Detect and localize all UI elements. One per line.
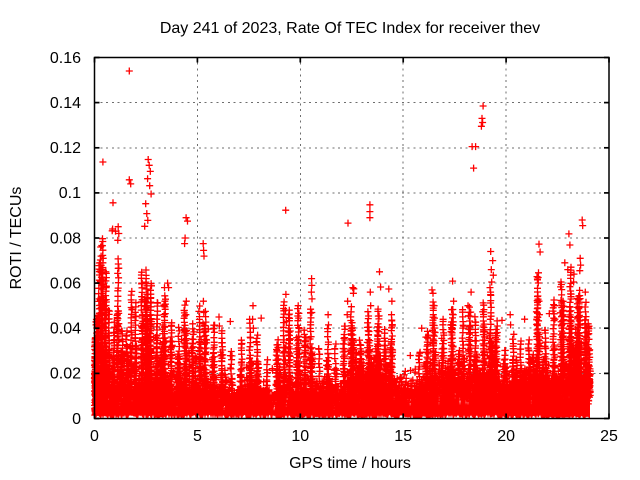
svg-text:0.12: 0.12: [50, 140, 81, 157]
svg-text:0.1: 0.1: [59, 185, 81, 202]
svg-text:5: 5: [193, 428, 202, 445]
svg-text:0.14: 0.14: [50, 95, 81, 112]
svg-text:0.06: 0.06: [50, 275, 81, 292]
svg-text:0: 0: [72, 411, 81, 428]
svg-text:15: 15: [394, 428, 412, 445]
svg-text:0.04: 0.04: [50, 321, 81, 338]
svg-text:0.02: 0.02: [50, 366, 81, 383]
svg-text:GPS time / hours: GPS time / hours: [289, 455, 411, 472]
svg-text:10: 10: [291, 428, 309, 445]
svg-text:0.08: 0.08: [50, 230, 81, 247]
svg-text:0: 0: [90, 428, 99, 445]
svg-text:0.16: 0.16: [50, 50, 81, 67]
svg-text:Day 241 of 2023, Rate Of TEC I: Day 241 of 2023, Rate Of TEC Index for r…: [160, 20, 540, 37]
svg-text:25: 25: [600, 428, 618, 445]
svg-text:ROTI / TECUs: ROTI / TECUs: [8, 187, 25, 290]
svg-text:20: 20: [497, 428, 515, 445]
